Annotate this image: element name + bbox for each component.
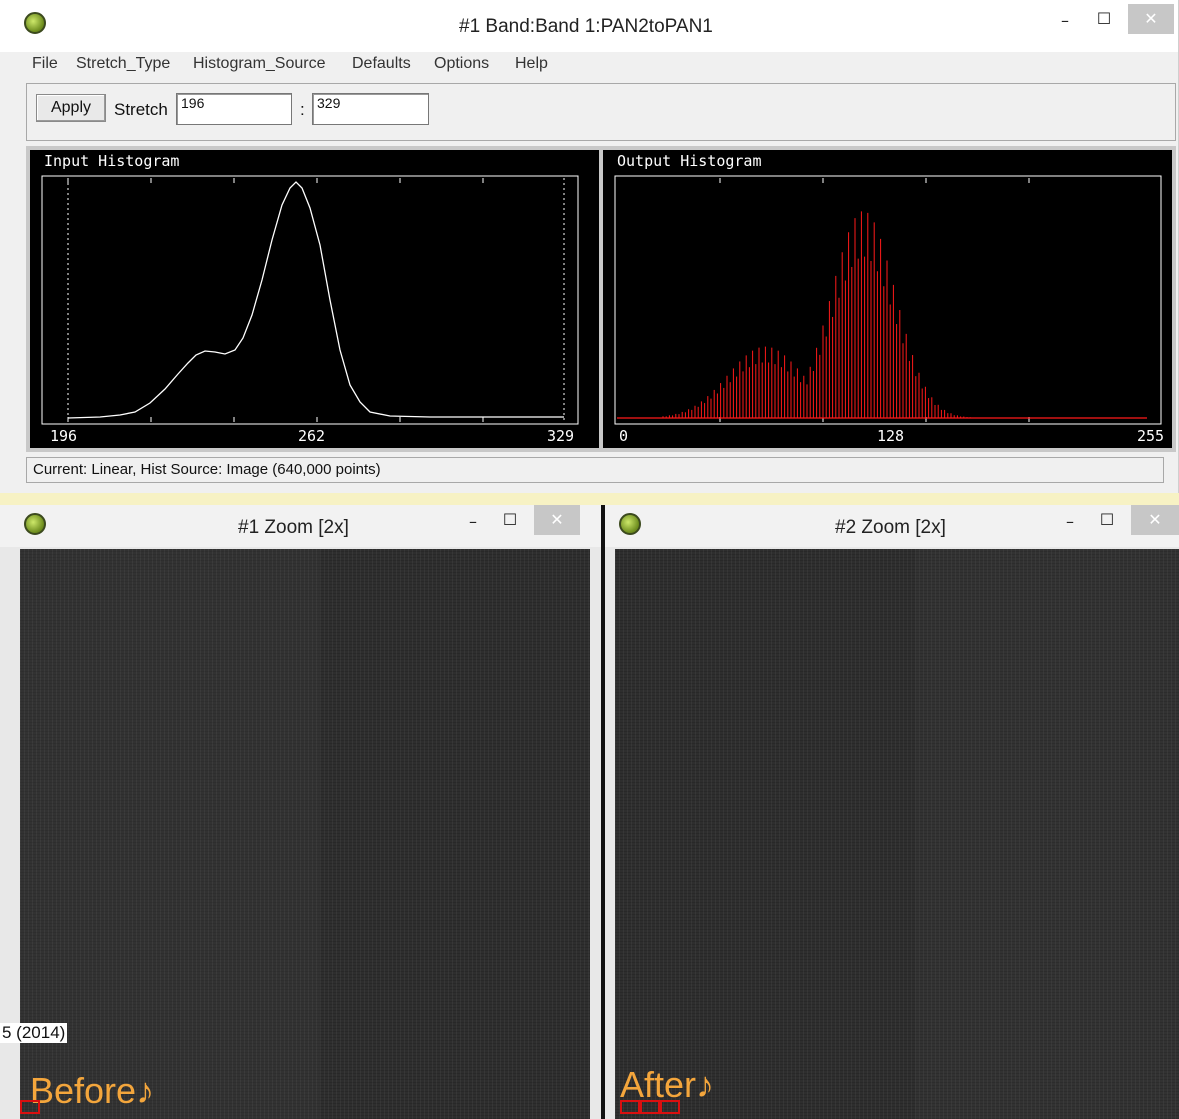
zoom1-maximize-icon[interactable]: ☐ <box>502 510 518 529</box>
zoom1-minimize-icon[interactable]: – <box>469 512 477 531</box>
input-histogram-plot <box>41 175 579 425</box>
zoom2-maximize-icon[interactable]: ☐ <box>1099 510 1115 529</box>
stretch-toolbar: Apply Stretch 196 : 329 <box>26 83 1176 141</box>
title-bar[interactable]: #1 Band:Band 1:PAN2toPAN1 – ☐ ✕ <box>0 0 1178 52</box>
red-marker-2 <box>620 1100 640 1114</box>
red-marker-3 <box>640 1100 660 1114</box>
before-label: Before♪ <box>30 1070 155 1111</box>
zoom1-close-icon[interactable]: ✕ <box>534 505 580 535</box>
menu-bar: File Stretch_Type Histogram_Source Defau… <box>0 52 1178 78</box>
minimize-icon[interactable]: – <box>1061 11 1069 30</box>
zoom-window-1: #1 Zoom [2x] – ☐ ✕ <box>0 505 601 1119</box>
zoom2-title: #2 Zoom [2x] <box>835 517 946 538</box>
input-axis-ticks <box>67 178 484 422</box>
zoom2-title-bar[interactable]: #2 Zoom [2x] – ☐ ✕ <box>605 505 1179 547</box>
zoom1-title: #1 Zoom [2x] <box>238 517 349 538</box>
menu-histogram-source[interactable]: Histogram_Source <box>193 55 326 72</box>
output-tick-min: 0 <box>619 427 629 445</box>
zoom1-logo-icon <box>24 513 46 535</box>
input-histogram[interactable]: Input Histogram 196 262 329 <box>30 150 599 448</box>
close-icon[interactable]: ✕ <box>1128 4 1174 34</box>
stretch-window: #1 Band:Band 1:PAN2toPAN1 – ☐ ✕ File Str… <box>0 0 1179 493</box>
input-tick-min: 196 <box>50 427 78 445</box>
output-tick-mid: 128 <box>877 427 905 445</box>
menu-file[interactable]: File <box>32 55 58 72</box>
app-logo-icon <box>24 12 46 34</box>
output-histogram[interactable]: Output Histogram 0 128 255 <box>603 150 1172 448</box>
apply-button[interactable]: Apply <box>36 94 106 122</box>
zoom1-image[interactable] <box>20 549 590 1119</box>
maximize-icon[interactable]: ☐ <box>1096 9 1112 28</box>
stretch-separator: : <box>300 100 305 119</box>
input-tick-max: 329 <box>547 427 575 445</box>
citation-text: 5 (2014) <box>0 1023 68 1043</box>
stretch-min-input[interactable]: 196 <box>176 93 292 125</box>
zoom-divider <box>601 505 605 1119</box>
zoom2-close-icon[interactable]: ✕ <box>1131 505 1179 535</box>
zoom2-logo-icon <box>619 513 641 535</box>
after-label: After♪ <box>620 1064 715 1105</box>
histogram-panel: Input Histogram 196 262 329 <box>26 146 1176 452</box>
input-plot-frame <box>41 175 579 425</box>
zoom-window-2: #2 Zoom [2x] – ☐ ✕ <box>605 505 1179 1119</box>
red-marker-1 <box>20 1100 40 1114</box>
menu-help[interactable]: Help <box>515 55 548 72</box>
output-histogram-plot <box>614 175 1162 425</box>
zoom2-stripe-right <box>915 549 1179 1119</box>
output-plot-frame <box>614 175 1162 425</box>
red-marker-4 <box>660 1100 680 1114</box>
menu-stretch-type[interactable]: Stretch_Type <box>76 55 171 72</box>
zoom2-minimize-icon[interactable]: – <box>1066 512 1074 531</box>
output-histogram-title: Output Histogram <box>617 152 762 170</box>
stretch-max-input[interactable]: 329 <box>312 93 429 125</box>
output-histogram-bars <box>662 211 971 418</box>
zoom2-image[interactable] <box>615 549 1179 1119</box>
menu-defaults[interactable]: Defaults <box>352 55 411 72</box>
output-tick-max: 255 <box>1137 427 1165 445</box>
input-histogram-curve <box>67 181 564 419</box>
window-title: #1 Band:Band 1:PAN2toPAN1 <box>459 16 713 37</box>
zoom1-title-bar[interactable]: #1 Zoom [2x] – ☐ ✕ <box>0 505 601 547</box>
stretch-label: Stretch <box>114 100 168 119</box>
status-bar: Current: Linear, Hist Source: Image (640… <box>26 457 1164 483</box>
input-tick-mid: 262 <box>298 427 326 445</box>
input-histogram-title: Input Histogram <box>44 152 180 170</box>
menu-options[interactable]: Options <box>434 55 490 72</box>
